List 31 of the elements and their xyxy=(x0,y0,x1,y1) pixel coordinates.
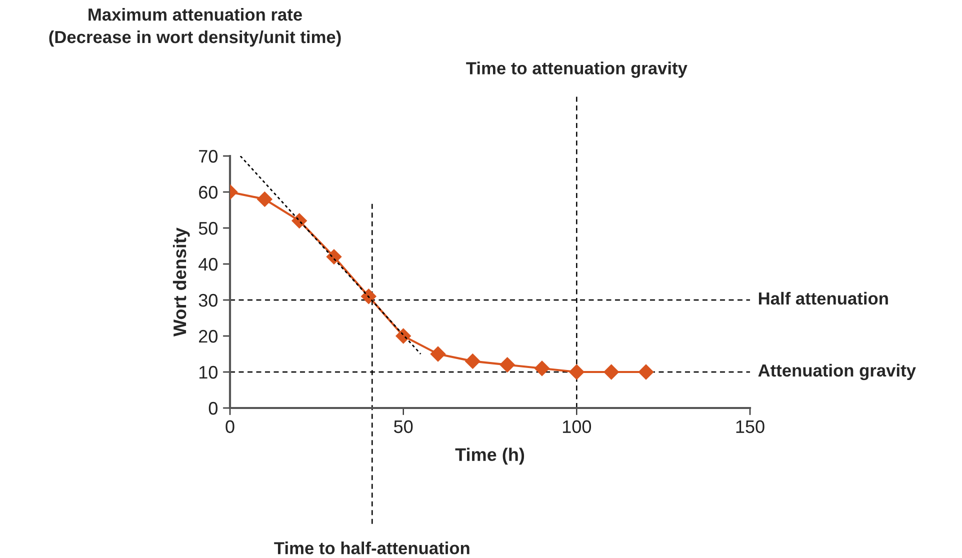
point xyxy=(604,364,619,380)
point xyxy=(292,213,307,228)
x-tick-label: 150 xyxy=(736,420,764,434)
point xyxy=(465,354,480,369)
point xyxy=(430,346,446,362)
ref-line-label: Time to half-attenuation xyxy=(274,542,470,554)
text: Maximum attenuation rate (Decrease in wort density/unit time) xyxy=(49,8,341,47)
point xyxy=(534,360,550,376)
point xyxy=(361,288,376,304)
y-tick-label: 0 xyxy=(208,402,218,415)
ref-line-label: Attenuation gravity xyxy=(758,364,916,380)
point xyxy=(500,357,515,372)
ref-line-label: Time to attenuation gravity xyxy=(466,62,688,78)
y-tick-label: 60 xyxy=(199,186,218,199)
y-axis-title: Wort density xyxy=(172,228,190,336)
x-tick-label: 0 xyxy=(226,420,234,434)
point xyxy=(569,364,584,380)
point xyxy=(257,192,272,207)
x-axis-title: Time (h) xyxy=(455,448,524,465)
y-tick-label: 50 xyxy=(198,222,218,235)
point xyxy=(396,328,411,344)
x-tick-label: 50 xyxy=(394,420,413,434)
ref-line-label: Half attenuation xyxy=(758,292,888,305)
y-tick-label: 30 xyxy=(198,294,218,307)
point xyxy=(638,364,654,380)
y-tick-label: 40 xyxy=(198,258,218,271)
y-tick-label: 10 xyxy=(199,366,218,379)
y-tick-label: 70 xyxy=(199,150,218,163)
y-tick-label: 20 xyxy=(199,330,218,343)
point xyxy=(326,249,342,264)
x-tick-label: 100 xyxy=(562,420,592,434)
